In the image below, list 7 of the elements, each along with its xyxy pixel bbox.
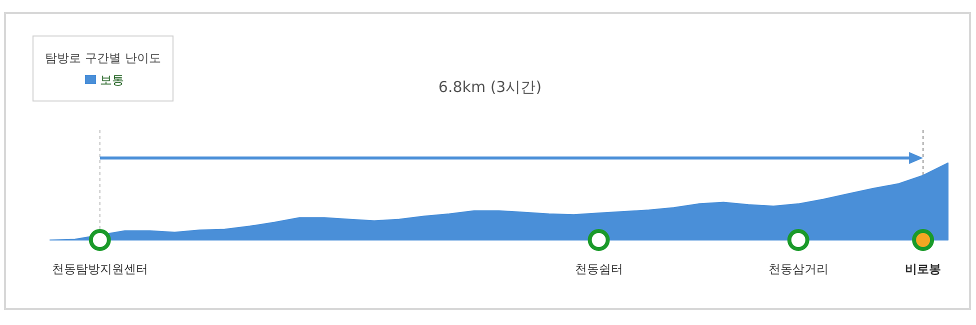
legend-label: 보통 <box>100 73 124 87</box>
x-tick-label: 천동탐방지원센터 <box>52 262 148 276</box>
x-tick-label: 천동삼거리 <box>768 262 828 276</box>
legend-title: 탐방로 구간별 난이도 <box>45 51 161 65</box>
text: 6.8km (3시간) <box>438 78 542 96</box>
x-tick-label: 천동쉼터 <box>574 262 623 276</box>
x-tick-label: 비로봉 <box>905 262 942 276</box>
